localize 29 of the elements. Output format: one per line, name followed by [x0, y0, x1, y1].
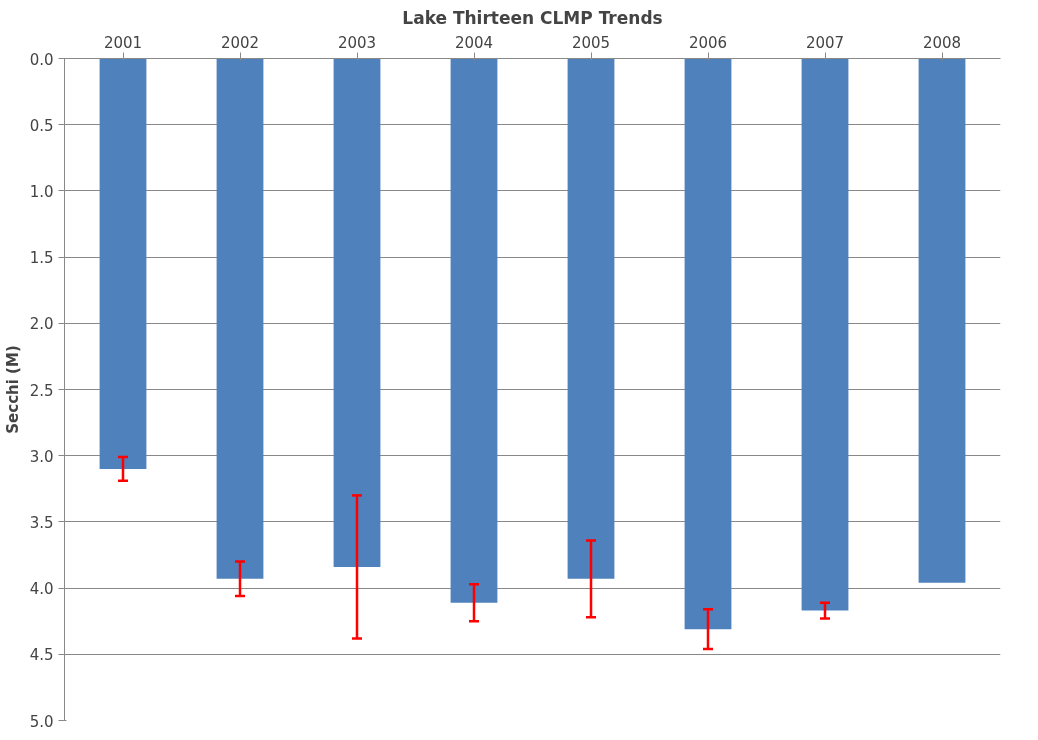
x-tick-label: 2005: [571, 33, 611, 52]
bar: [216, 58, 264, 579]
bar: [918, 58, 966, 583]
y-tick-label: 1.5: [29, 249, 54, 268]
x-tick-label: 2006: [688, 33, 728, 52]
x-tick-label: 2007: [805, 33, 845, 52]
y-axis-title: Secchi (M): [3, 345, 22, 434]
x-tick-label: 2002: [220, 33, 260, 52]
y-tick-label: 2.0: [29, 315, 54, 334]
y-tick-label: 0.5: [29, 116, 54, 135]
y-tick-label: 4.0: [29, 580, 54, 599]
bar: [801, 58, 849, 611]
x-tick-label: 2004: [454, 33, 494, 52]
y-tick-label: 3.0: [29, 447, 54, 466]
bar: [333, 58, 381, 567]
bar: [99, 58, 147, 469]
y-tick-label: 4.5: [29, 646, 54, 665]
y-tick-label: 2.5: [29, 381, 54, 400]
y-tick-label: 1.0: [29, 182, 54, 201]
y-tick-label: 0.0: [29, 50, 54, 69]
y-tick-label: 5.0: [29, 712, 54, 731]
y-tick-label: 3.5: [29, 513, 54, 532]
bar: [567, 58, 615, 579]
chart-title: Lake Thirteen CLMP Trends: [402, 7, 663, 28]
bar: [684, 58, 732, 630]
x-tick-label: 2008: [922, 33, 962, 52]
x-tick-label: 2003: [337, 33, 377, 52]
x-tick-label: 2001: [103, 33, 143, 52]
bar: [450, 58, 498, 603]
